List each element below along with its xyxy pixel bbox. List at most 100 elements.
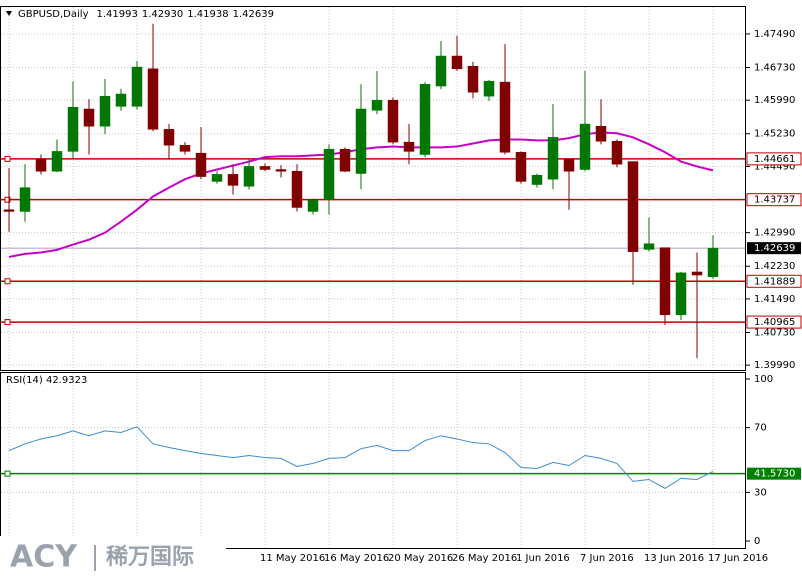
- candle-body: [387, 99, 399, 143]
- y-tick-label: 1.39990: [754, 360, 795, 371]
- close-value: 1.42639: [233, 9, 274, 20]
- x-tick-label: 20 May 2016: [388, 553, 453, 564]
- symbol: GBPUSD,Daily: [18, 9, 89, 20]
- price-pane-frame: [0, 6, 746, 371]
- candle-body: [563, 159, 575, 172]
- candle-body: [211, 174, 223, 182]
- candle-body: [51, 151, 63, 172]
- level-box: [747, 467, 801, 480]
- candle-body: [147, 68, 159, 130]
- candle-body: [643, 243, 655, 250]
- high-value: 1.42930: [142, 9, 183, 20]
- candle-body: [131, 66, 143, 107]
- y-tick-label: 30: [754, 487, 767, 498]
- watermark-divider: [94, 545, 96, 571]
- candle-body: [67, 106, 79, 152]
- candle-body: [467, 65, 479, 93]
- y-tick-label: 1.41490: [754, 294, 795, 305]
- candle-body: [35, 159, 47, 172]
- watermark-bg: [0, 536, 226, 579]
- x-tick-label: 16 May 2016: [324, 553, 389, 564]
- candle-body: [323, 148, 335, 200]
- candle-body: [483, 80, 495, 97]
- y-tick-label: 1.42990: [754, 228, 795, 239]
- candle-body: [3, 209, 15, 212]
- x-tick-label: 26 May 2016: [452, 553, 517, 564]
- level-handle: [4, 470, 11, 477]
- candle-body: [99, 95, 111, 127]
- x-tick-label: 7 Jun 2016: [580, 553, 634, 564]
- rsi-pane-frame: [0, 372, 746, 549]
- candle-body: [675, 272, 687, 316]
- candle-body: [163, 129, 175, 146]
- candle-body: [419, 84, 431, 155]
- candle-body: [611, 140, 623, 165]
- candle-body: [243, 166, 255, 187]
- y-tick-label: 1.46730: [754, 63, 795, 74]
- candle-body: [339, 148, 351, 172]
- candle-body: [307, 200, 319, 212]
- candle-body: [627, 161, 639, 252]
- candle-body: [83, 108, 95, 127]
- current-price-label: 1.42639: [754, 243, 795, 254]
- candle-body: [707, 247, 719, 277]
- chart-header: GBPUSD,Daily 1.41993 1.42930 1.41938 1.42639: [18, 9, 274, 20]
- candle-body: [275, 169, 287, 172]
- level-handle: [4, 155, 11, 162]
- candle-body: [531, 175, 543, 185]
- level-label: 1.43737: [754, 195, 795, 206]
- low-value: 1.41938: [187, 9, 228, 20]
- watermark-brand: ACY: [10, 540, 78, 575]
- y-tick-label: 1.45230: [754, 129, 795, 140]
- candle-body: [291, 171, 303, 208]
- level-box: [746, 274, 802, 288]
- rsi-line: [8, 426, 714, 489]
- level-box: [746, 315, 802, 329]
- candle-body: [547, 137, 559, 180]
- candle-body: [179, 144, 191, 152]
- candle-body: [435, 55, 447, 87]
- level-label: 1.44661: [754, 154, 795, 165]
- y-tick-label: 1.47490: [754, 29, 795, 40]
- candle-body: [195, 152, 207, 177]
- x-tick-label: 11 May 2016: [260, 553, 325, 564]
- level-handle: [4, 196, 11, 203]
- candle-body: [227, 174, 239, 186]
- level-label: 1.40965: [754, 317, 795, 328]
- candle-body: [595, 125, 607, 142]
- candle-body: [371, 99, 383, 111]
- y-tick-label: 1.45990: [754, 95, 795, 106]
- level-box: [746, 193, 802, 207]
- level-handle: [4, 319, 11, 326]
- candle-body: [403, 141, 415, 152]
- candle-body: [659, 247, 671, 316]
- y-tick-label: 1.40730: [754, 327, 795, 338]
- candle-body: [515, 152, 527, 182]
- rsi-title: RSI(14) 42.9323: [6, 375, 87, 386]
- candle-body: [451, 55, 463, 70]
- menu-arrow[interactable]: [6, 11, 12, 16]
- open-value: 1.41993: [97, 9, 138, 20]
- candle-body: [579, 123, 591, 170]
- candle-body: [19, 187, 31, 212]
- y-tick-label: 0: [754, 536, 760, 547]
- watermark-name: 稀万国际: [106, 544, 194, 570]
- current-price-box: [747, 242, 801, 255]
- x-tick-label: 13 Jun 2016: [644, 553, 704, 564]
- candle-body: [691, 271, 703, 276]
- level-handle: [4, 278, 11, 285]
- candle-body: [259, 166, 271, 170]
- candle-body: [499, 81, 511, 153]
- x-tick-label: 1 Jun 2016: [516, 553, 570, 564]
- y-tick-label: 100: [754, 374, 773, 385]
- y-tick-label: 1.42230: [754, 261, 795, 272]
- level-label: 1.41889: [754, 276, 795, 287]
- y-tick-label: 70: [754, 423, 767, 434]
- candle-body: [115, 93, 127, 107]
- level-label: 41.5730: [754, 469, 795, 480]
- y-tick-label: 1.44490: [754, 161, 795, 172]
- x-tick-label: 17 Jun 2016: [708, 553, 768, 564]
- level-box: [746, 152, 802, 166]
- candle-body: [355, 108, 367, 174]
